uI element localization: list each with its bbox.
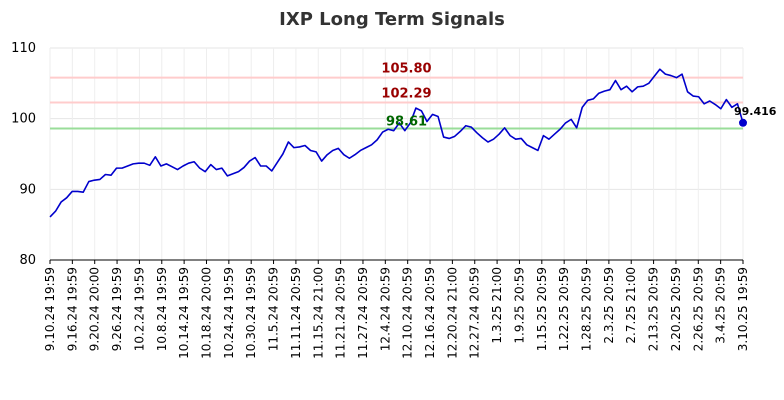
- x-tick-label: 9.16.24 19:59: [65, 267, 79, 351]
- x-tick-label: 3.10.25 19:59: [736, 267, 750, 351]
- series-group: [49, 68, 747, 218]
- reference-lines: [50, 76, 743, 130]
- x-tick-label: 1.9.25 20:59: [512, 267, 526, 344]
- chart-title: IXP Long Term Signals: [279, 9, 505, 30]
- x-tick-label: 11.15.24 21:00: [311, 267, 325, 359]
- x-tick-label: 2.3.25 20:59: [602, 267, 616, 344]
- x-tick-label: 10.8.24 19:59: [155, 267, 169, 351]
- x-tick-label: 10.18.24 20:00: [199, 267, 213, 359]
- x-tick-label: 3.4.25 20:59: [714, 267, 728, 344]
- x-tick-label: 10.14.24 19:59: [177, 267, 191, 359]
- y-axis: 80 90 100 110: [11, 41, 36, 268]
- y-tick-label: 90: [19, 182, 36, 197]
- x-tick-label: 2.20.25 20:59: [669, 267, 683, 351]
- annotation-label: 98.61: [386, 114, 427, 129]
- x-tick-label: 9.20.24 20:00: [88, 267, 102, 351]
- x-tick-label: 12.16.24 20:59: [423, 267, 437, 359]
- annotation-label: 105.80: [381, 62, 431, 77]
- grid: [49, 47, 744, 261]
- x-tick-label: 1.22.25 20:59: [557, 267, 571, 351]
- series-line: [49, 68, 744, 218]
- x-tick-label: 11.11.24 20:59: [289, 267, 303, 359]
- x-tick-label: 12.20.24 21:00: [445, 267, 459, 359]
- x-tick-label: 11.21.24 20:59: [334, 267, 348, 359]
- x-tick-label: 2.26.25 20:59: [691, 267, 705, 351]
- x-tick-label: 2.7.25 21:00: [624, 267, 638, 344]
- x-tick-label: 9.26.24 19:59: [110, 267, 124, 351]
- x-tick-label: 1.3.25 21:00: [490, 267, 504, 344]
- x-axis: 9.10.24 19:59 9.16.24 19:59 9.20.24 20:00 9…: [43, 259, 750, 359]
- annotation-label: 102.29: [381, 86, 431, 101]
- x-tick-label: 10.24.24 19:59: [222, 267, 236, 359]
- annotation-labels: 105.80 102.29 98.61 99.416: [381, 62, 776, 130]
- x-tick-label: 11.5.24 20:59: [267, 267, 281, 351]
- x-tick-label: 12.10.24 20:59: [401, 267, 415, 359]
- x-tick-label: 12.4.24 20:59: [378, 267, 392, 351]
- y-tick-label: 100: [11, 112, 36, 127]
- x-tick-label: 10.30.24 19:59: [244, 267, 258, 359]
- x-tick-label: 9.10.24 19:59: [43, 267, 57, 351]
- x-tick-label: 2.13.25 20:59: [647, 267, 661, 351]
- x-tick-label: 1.15.25 20:59: [535, 267, 549, 351]
- y-tick-label: 80: [19, 253, 36, 268]
- x-tick-label: 12.27.24 20:59: [468, 267, 482, 359]
- last-value-label: 99.416: [734, 105, 777, 118]
- x-tick-label: 10.2.24 19:59: [132, 267, 146, 351]
- x-tick-label: 11.27.24 20:59: [356, 267, 370, 359]
- y-tick-label: 110: [11, 41, 36, 56]
- x-tick-label: 1.28.25 20:59: [580, 267, 594, 351]
- last-point-marker: [739, 118, 747, 127]
